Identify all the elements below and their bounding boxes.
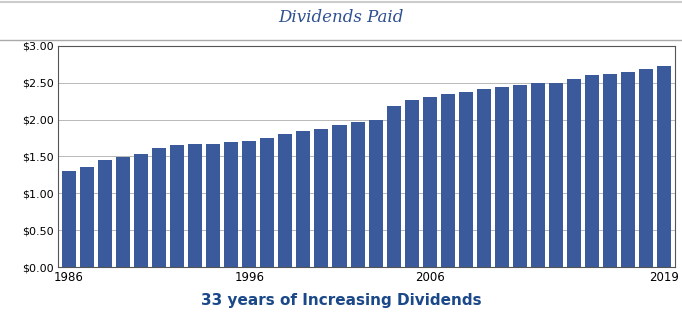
Bar [513,85,527,267]
Bar [459,92,473,267]
Bar [332,125,346,267]
Bar [387,106,401,267]
Bar [152,148,166,267]
Bar [80,167,94,267]
Bar [278,134,293,267]
Bar [567,79,581,267]
Bar [477,88,491,267]
Bar [404,100,419,267]
Bar [368,119,383,267]
Bar [224,142,238,267]
Bar [585,75,599,267]
Bar [441,94,455,267]
Text: 33 years of Increasing Dividends: 33 years of Increasing Dividends [201,293,481,308]
Bar [531,83,545,267]
Bar [170,145,184,267]
Bar [242,141,256,267]
Bar [297,131,310,267]
Bar [621,72,636,267]
Bar [314,129,329,267]
Bar [98,160,112,267]
Bar [351,122,365,267]
Bar [549,83,563,267]
Bar [423,97,436,267]
Bar [639,69,653,267]
Bar [134,154,148,267]
Bar [495,87,509,267]
Text: Dividends Paid: Dividends Paid [278,9,404,26]
Bar [603,74,617,267]
Bar [657,66,671,267]
Bar [206,144,220,267]
Bar [62,171,76,267]
Bar [188,144,202,267]
Bar [261,138,274,267]
Bar [116,157,130,267]
